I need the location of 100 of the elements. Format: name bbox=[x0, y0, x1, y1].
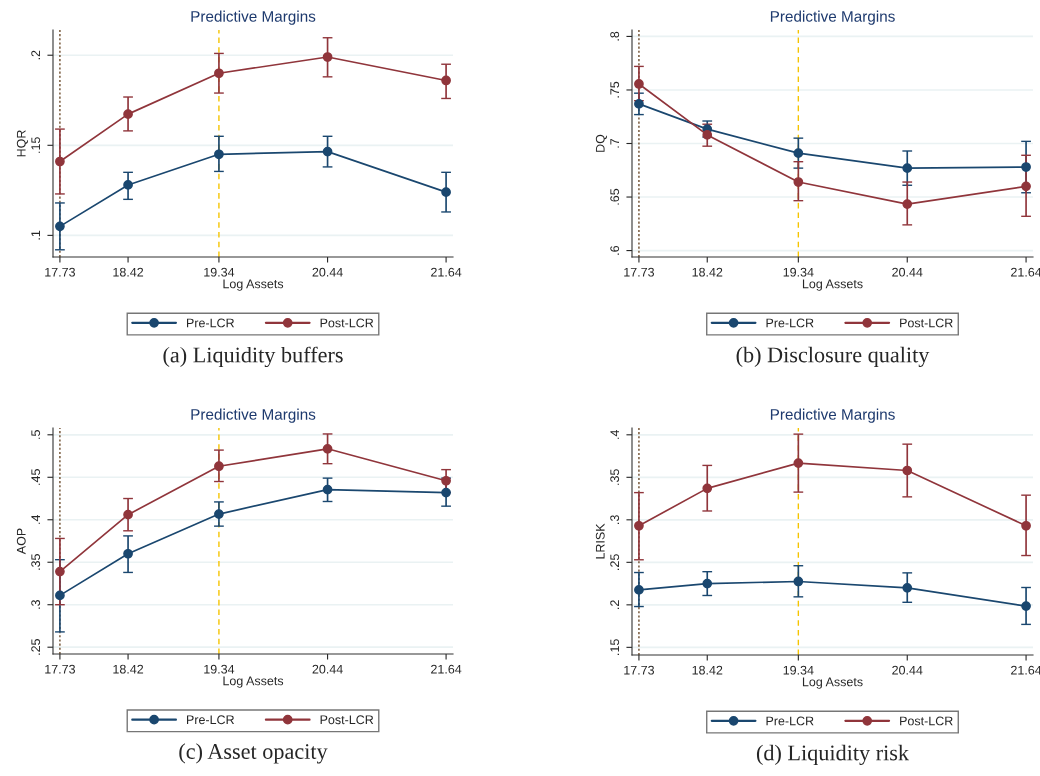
point bbox=[123, 180, 133, 190]
point bbox=[441, 187, 451, 198]
legend-label: Post-LCR bbox=[900, 318, 953, 328]
y-tick-label: .35 bbox=[31, 554, 41, 570]
y-tick-label: .4 bbox=[31, 514, 40, 524]
y-tick-label: .2 bbox=[610, 600, 619, 609]
x-tick-label: 20.44 bbox=[312, 267, 343, 277]
point bbox=[634, 99, 644, 109]
legend-label: Pre-LCR bbox=[766, 716, 814, 726]
y-axis-title: LRISK bbox=[595, 523, 605, 559]
point bbox=[322, 52, 333, 62]
text: (b) Disclosure quality bbox=[736, 346, 930, 367]
chart-title: Predictive Margins bbox=[770, 10, 895, 25]
point bbox=[214, 461, 224, 472]
point bbox=[793, 458, 804, 468]
point bbox=[441, 475, 451, 486]
point bbox=[902, 163, 913, 173]
y-tick-label: .35 bbox=[610, 469, 620, 485]
y-tick-label: .15 bbox=[31, 137, 41, 153]
x-tick-label: 17.73 bbox=[624, 267, 655, 277]
y-tick-label: .25 bbox=[610, 554, 620, 570]
point bbox=[702, 130, 713, 140]
y-axis-title: DQ bbox=[595, 134, 607, 152]
text: (c) Asset opacity bbox=[179, 743, 328, 764]
point bbox=[322, 146, 333, 157]
point bbox=[793, 148, 804, 158]
x-tick-label: 17.73 bbox=[45, 267, 76, 277]
point bbox=[902, 582, 913, 593]
y-tick-label: .65 bbox=[610, 188, 620, 205]
point bbox=[441, 75, 451, 86]
point bbox=[702, 578, 713, 589]
chart-title: Predictive Margins bbox=[770, 408, 895, 423]
x-tick-label: 19.34 bbox=[204, 267, 235, 277]
x-tick-label: 20.44 bbox=[892, 665, 923, 675]
x-axis-title: Log Assets bbox=[223, 676, 284, 688]
x-tick-label: 17.73 bbox=[45, 664, 76, 674]
y-axis-title: AOP bbox=[16, 528, 26, 555]
text: (a) Liquidity buffers bbox=[163, 346, 343, 368]
point bbox=[123, 548, 133, 559]
point bbox=[1021, 162, 1031, 172]
x-tick-label: 18.42 bbox=[692, 267, 723, 277]
y-tick-label: .7 bbox=[610, 138, 619, 148]
x-axis-title: Log Assets bbox=[802, 279, 863, 291]
x-tick-label: 18.42 bbox=[113, 664, 144, 674]
legend-label: Post-LCR bbox=[320, 318, 374, 328]
y-axis-title: HQR bbox=[16, 130, 28, 157]
y-tick-label: .8 bbox=[610, 31, 620, 41]
point bbox=[55, 221, 65, 232]
point bbox=[441, 487, 451, 498]
x-axis-title: Log Assets bbox=[802, 677, 863, 689]
point bbox=[322, 484, 333, 495]
point bbox=[55, 590, 65, 601]
point bbox=[322, 443, 333, 454]
x-tick-label: 17.73 bbox=[624, 665, 655, 675]
point bbox=[1021, 520, 1031, 531]
point bbox=[55, 156, 65, 167]
x-tick-label: 20.44 bbox=[892, 267, 923, 277]
point bbox=[702, 483, 713, 494]
x-tick-label: 19.34 bbox=[783, 665, 814, 675]
y-tick-label: .3 bbox=[31, 600, 41, 609]
point bbox=[902, 465, 913, 476]
y-tick-label: .5 bbox=[31, 430, 41, 439]
point bbox=[793, 177, 804, 187]
point bbox=[634, 520, 644, 531]
x-tick-label: 21.64 bbox=[431, 664, 462, 674]
x-tick-label: 18.42 bbox=[692, 665, 723, 675]
chart-title: Predictive Margins bbox=[191, 10, 316, 25]
point bbox=[1021, 181, 1031, 192]
point bbox=[55, 566, 65, 577]
text: (d) Liquidity risk bbox=[756, 744, 910, 765]
point bbox=[902, 199, 913, 209]
x-tick-label: 21.64 bbox=[431, 267, 462, 277]
point bbox=[214, 149, 224, 160]
y-tick-label: .1 bbox=[31, 230, 40, 240]
point bbox=[123, 109, 133, 119]
y-tick-label: .3 bbox=[610, 515, 620, 524]
chart-title: Predictive Margins bbox=[191, 408, 316, 423]
x-tick-label: 19.34 bbox=[204, 664, 235, 674]
legend-label: Pre-LCR bbox=[766, 318, 814, 328]
legend-label: Post-LCR bbox=[900, 716, 953, 726]
y-tick-label: .6 bbox=[610, 245, 620, 255]
y-tick-label: .2 bbox=[31, 50, 40, 60]
point bbox=[123, 509, 133, 520]
y-tick-label: .45 bbox=[31, 469, 41, 485]
legend-label: Pre-LCR bbox=[187, 715, 235, 725]
legend-label: Pre-LCR bbox=[187, 318, 235, 328]
y-tick-label: .15 bbox=[610, 639, 620, 655]
point bbox=[634, 585, 644, 595]
x-axis-title: Log Assets bbox=[223, 279, 284, 291]
legend-label: Post-LCR bbox=[320, 715, 374, 725]
point bbox=[634, 79, 644, 89]
point bbox=[214, 509, 224, 519]
point bbox=[1021, 601, 1031, 611]
point bbox=[214, 68, 224, 79]
point bbox=[793, 576, 804, 587]
x-tick-label: 20.44 bbox=[312, 664, 343, 674]
y-tick-label: .4 bbox=[610, 429, 619, 439]
y-tick-label: .25 bbox=[31, 639, 41, 655]
y-tick-label: .75 bbox=[610, 81, 620, 98]
x-tick-label: 18.42 bbox=[113, 267, 144, 277]
